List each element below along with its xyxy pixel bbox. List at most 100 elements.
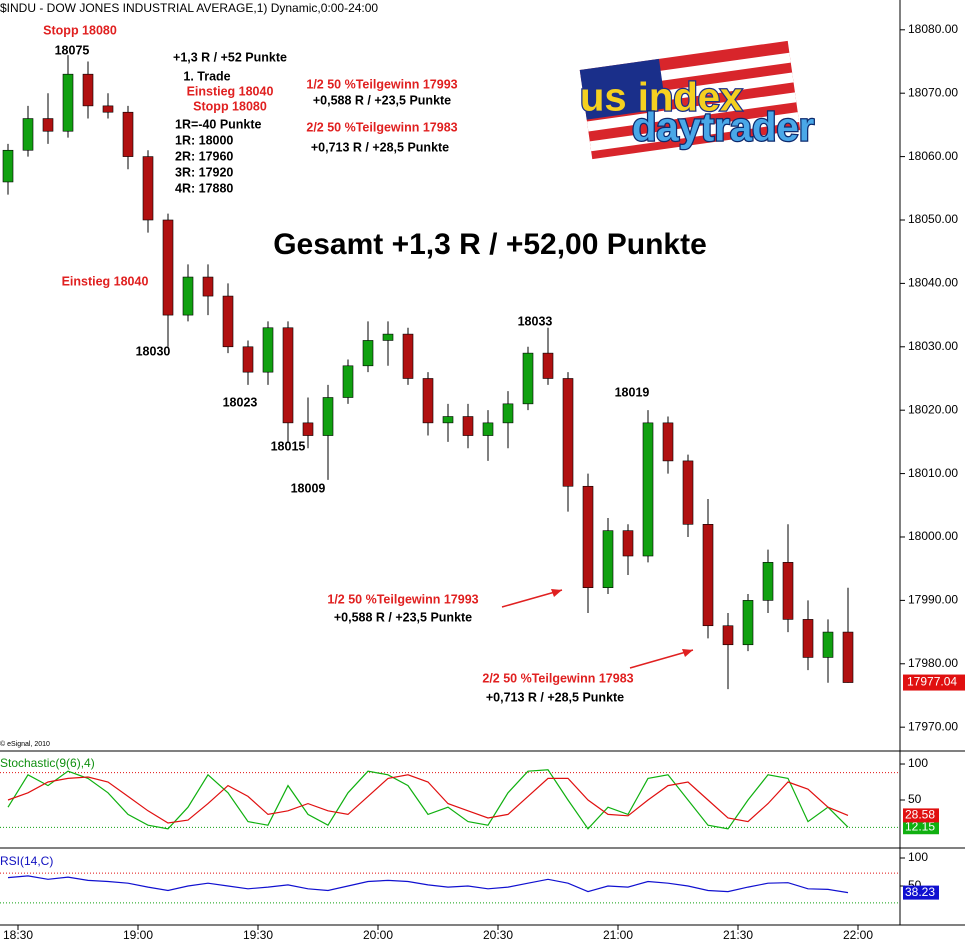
candle-body <box>562 378 574 487</box>
candle-body <box>62 73 74 132</box>
arrows <box>501 589 694 669</box>
annotation: Stopp 18080 <box>43 23 117 37</box>
y-tick-label: 18060.00 <box>908 149 958 163</box>
y-tick-label: 17980.00 <box>908 656 958 670</box>
last-value-label: 12.15 <box>905 819 935 833</box>
y-tick-label: 18070.00 <box>908 85 958 99</box>
candle-body <box>502 403 514 424</box>
candle-body <box>342 365 354 398</box>
annotation: 1R=-40 Punkte <box>175 117 262 131</box>
indicator-title: Stochastic(9(6),4) <box>0 756 95 770</box>
x-tick-label: 21:30 <box>723 928 753 942</box>
annotation: +0,713 R / +28,5 Punkte <box>486 690 624 704</box>
candle-body <box>42 118 54 132</box>
candle-body <box>162 219 174 316</box>
flag-stripe <box>589 112 800 152</box>
copyright: © eSignal, 2010 <box>0 740 50 748</box>
y-tick-label: 18080.00 <box>908 22 958 36</box>
candle-body <box>102 105 114 113</box>
annotation: Stopp 18080 <box>193 99 267 113</box>
annotation: 1/2 50 %Teilgewinn 17993 <box>327 592 478 606</box>
candle-body <box>742 600 754 646</box>
candle-body <box>582 485 594 589</box>
y-tick-label: 17970.00 <box>908 719 958 733</box>
annotation: 18023 <box>223 395 258 409</box>
annotation: +0,588 R / +23,5 Punkte <box>313 93 451 107</box>
arrow-head <box>682 649 693 657</box>
candle-body <box>262 327 274 373</box>
annotation: Gesamt +1,3 R / +52,00 Punkte <box>273 228 707 261</box>
y-tick-label: 18000.00 <box>908 529 958 543</box>
y-tick-label: 50 <box>908 792 922 806</box>
x-tick-label: 22:00 <box>843 928 873 942</box>
candle-body <box>842 631 854 683</box>
y-tick-label: 100 <box>908 850 928 864</box>
flag-canton <box>579 58 666 120</box>
x-tick-label: 19:30 <box>243 928 273 942</box>
annotation: 1. Trade <box>183 69 230 83</box>
candle-body <box>642 422 654 557</box>
annotation: 3R: 17920 <box>175 165 233 179</box>
y-tick-label: 18030.00 <box>908 339 958 353</box>
annotation: 18019 <box>615 385 650 399</box>
last-value-label: 38.23 <box>905 885 935 899</box>
y-tick-label: 100 <box>908 756 928 770</box>
indicator-title: RSI(14,C) <box>0 854 53 868</box>
annotation: 18015 <box>271 439 306 453</box>
candle-body <box>482 422 494 436</box>
candle-body <box>422 378 434 424</box>
y-tick-label: 18020.00 <box>908 402 958 416</box>
candle-body <box>822 631 834 658</box>
y-tick-label: 18050.00 <box>908 212 958 226</box>
annotation: 18009 <box>291 481 326 495</box>
annotation: Einstieg 18040 <box>187 84 274 98</box>
candle-body <box>222 295 234 348</box>
indicator-line <box>7 774 849 824</box>
x-tick-label: 20:00 <box>363 928 393 942</box>
candle-body <box>122 111 134 157</box>
logo-text: daytrader <box>632 106 814 150</box>
annotation: 2/2 50 %Teilgewinn 17983 <box>482 671 633 685</box>
candle-body <box>662 422 674 462</box>
last-value-box <box>903 885 939 900</box>
annotation: 18030 <box>136 344 171 358</box>
arrow-head <box>551 589 562 597</box>
x-tick-label: 21:00 <box>603 928 633 942</box>
x-tick-label: 18:30 <box>3 928 33 942</box>
last-value-box <box>903 820 939 835</box>
annotation: 4R: 17880 <box>175 181 233 195</box>
annotation: +0,713 R / +28,5 Punkte <box>311 140 449 154</box>
annotation: 1/2 50 %Teilgewinn 17993 <box>306 77 457 91</box>
annotation: +1,3 R / +52 Punkte <box>173 50 287 64</box>
candle-body <box>762 562 774 601</box>
candle-body <box>522 352 534 405</box>
candle-body <box>182 276 194 316</box>
candle-body <box>462 416 474 436</box>
last-price-label: 17977.04 <box>907 675 957 689</box>
candle-body <box>362 340 374 367</box>
x-tick-label: 19:00 <box>123 928 153 942</box>
annotation: 18075 <box>55 43 90 57</box>
candle-body <box>282 327 294 424</box>
arrow <box>629 649 694 669</box>
candle-body <box>202 276 214 297</box>
indicator-line <box>7 875 849 894</box>
last-value-box <box>903 808 939 823</box>
y-tick-label: 17990.00 <box>908 593 958 607</box>
candle-body <box>702 524 714 627</box>
candle-body <box>82 73 94 107</box>
annotation: 1R: 18000 <box>175 133 233 147</box>
x-tick-label: 20:30 <box>483 928 513 942</box>
candle-body <box>602 530 614 589</box>
candle-body <box>402 333 414 379</box>
chart-header: $INDU - DOW JONES INDUSTRIAL AVERAGE,1) … <box>0 1 378 15</box>
y-tick-label: 18040.00 <box>908 276 958 290</box>
indicator-line <box>7 769 849 830</box>
candle-body <box>442 416 454 424</box>
annotation: 2R: 17960 <box>175 149 233 163</box>
logo: us index daytrader <box>579 40 816 160</box>
candle-body <box>802 619 814 658</box>
flag-stripe <box>586 92 797 132</box>
